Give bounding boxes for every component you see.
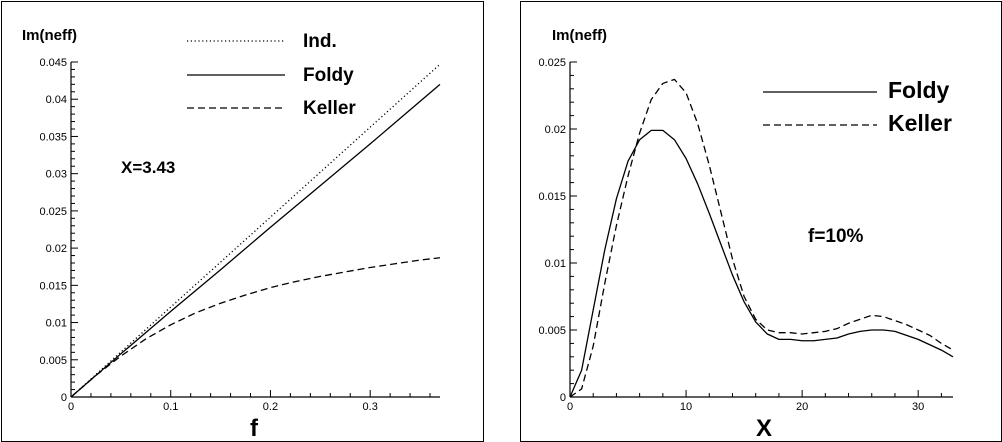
x-axis-label: f xyxy=(250,415,259,442)
x-tick-label: 0.3 xyxy=(363,401,378,413)
series-line-foldy xyxy=(569,129,954,398)
y-tick-label: 0 xyxy=(61,392,67,404)
x-tick-label: 0.2 xyxy=(263,401,278,413)
y-tick-label: 0.025 xyxy=(39,206,67,218)
legend-label: Foldy xyxy=(303,65,354,86)
y-tick-label: 0.025 xyxy=(538,57,566,69)
x-tick-label: 20 xyxy=(796,401,808,413)
x-axis-label: X xyxy=(756,415,772,442)
y-tick-label: 0.005 xyxy=(39,355,67,367)
x-tick-label: 0.1 xyxy=(163,401,178,413)
legend-label: Ind. xyxy=(303,31,337,52)
series-line-keller xyxy=(70,257,441,398)
y-tick-label: 0.035 xyxy=(39,131,67,143)
annotation-label: f=10% xyxy=(808,226,864,247)
series-line-keller xyxy=(569,78,954,398)
y-tick-label: 0.005 xyxy=(538,325,566,337)
legend-label: Keller xyxy=(303,98,356,119)
y-tick-label: 0 xyxy=(560,392,566,404)
x-tick-label: 0 xyxy=(567,401,573,413)
x-tick-label: 30 xyxy=(912,401,924,413)
legend-label: Keller xyxy=(888,110,952,136)
y-tick-label: 0.02 xyxy=(545,124,566,136)
y-tick-label: 0.01 xyxy=(545,258,566,270)
x-tick-label: 0 xyxy=(68,401,74,413)
y-tick-label: 0.045 xyxy=(39,57,67,69)
y-axis-label: Im(neff) xyxy=(22,27,77,44)
panel-frame xyxy=(520,1,1002,442)
panel-frame xyxy=(1,1,484,442)
series-line-foldy xyxy=(70,83,441,398)
y-tick-label: 0.03 xyxy=(46,169,67,181)
y-tick-label: 0.015 xyxy=(39,280,67,292)
legend-label: Foldy xyxy=(888,77,950,103)
y-tick-label: 0.02 xyxy=(46,243,67,255)
y-tick-label: 0.01 xyxy=(46,318,67,330)
annotation-label: X=3.43 xyxy=(121,158,175,177)
y-tick-label: 0.04 xyxy=(46,94,67,106)
series-line-ind xyxy=(70,63,441,398)
y-axis-label: Im(neff) xyxy=(552,27,607,44)
y-tick-label: 0.015 xyxy=(538,191,566,203)
x-tick-label: 10 xyxy=(680,401,692,413)
